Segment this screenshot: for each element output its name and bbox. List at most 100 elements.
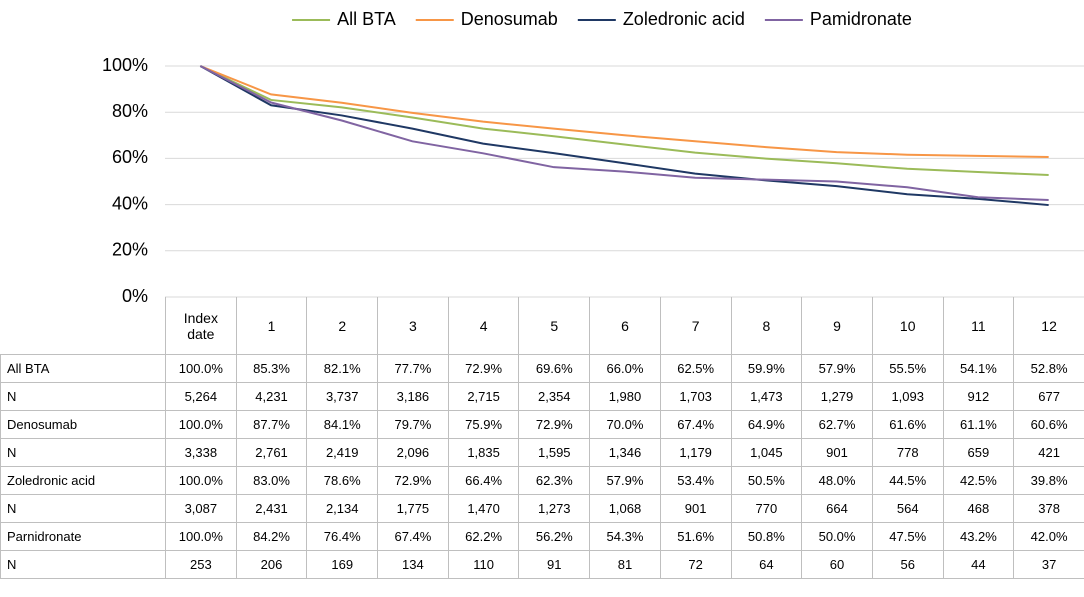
header-cell: 4 [447,297,520,355]
category-label: Index date [183,309,218,342]
category-label: 2 [338,317,347,334]
n-cell: 5,264 [165,382,237,411]
value-cell: 70.0% [589,410,661,439]
row-label: All BTA [0,354,166,383]
row-label: N [0,438,166,467]
series-line [199,65,1049,177]
value-cell: 47.5% [871,522,944,551]
value-cell: 50.0% [801,522,873,551]
header-cell: 11 [942,297,1015,355]
value-cell: 52.8% [1013,354,1084,383]
header-cell: 10 [871,297,944,355]
n-cell: 1,470 [447,494,520,523]
legend-label: Denosumab [461,9,558,29]
n-cell: 81 [589,550,661,579]
category-label: 11 [971,317,986,334]
n-cell: 1,273 [518,494,591,523]
n-cell: 1,703 [659,382,732,411]
n-cell: 3,186 [377,382,449,411]
value-cell: 57.9% [589,466,661,495]
value-cell: 87.7% [235,410,308,439]
value-cell: 72.9% [377,466,449,495]
n-cell: 37 [1013,550,1084,579]
series-line [199,65,1049,201]
n-cell: 91 [518,550,591,579]
value-cell: 53.4% [659,466,732,495]
legend-label: Pamidronate [810,9,912,29]
header-cell: 6 [589,297,661,355]
value-row: Denosumab 100.0% 87.7% 84.1% 79.7% 75.9% 72.9%… [0,410,1084,439]
y-tick-label: 20% [112,240,148,260]
n-row: N 3,338 2,761 2,419 2,096 1,835 1,595 1,346 1,17… [0,438,1084,467]
value-row: Zoledronic acid 100.0% 83.0% 78.6% 72.9% 66.4… [0,466,1084,495]
category-label: 1 [267,317,276,334]
value-cell: 43.2% [942,522,1015,551]
value-cell: 56.2% [518,522,591,551]
value-row: Parnidronate 100.0% 84.2% 76.4% 67.4% 62.2% 56… [0,522,1084,551]
n-cell: 1,775 [377,494,449,523]
value-cell: 100.0% [165,354,237,383]
value-cell: 57.9% [801,354,873,383]
n-cell: 1,045 [730,438,803,467]
n-cell: 677 [1013,382,1084,411]
legend-label: All BTA [337,9,396,29]
value-cell: 51.6% [659,522,732,551]
n-cell: 3,087 [165,494,237,523]
value-cell: 61.6% [871,410,944,439]
legend-label: Zoledronic acid [623,9,745,29]
value-cell: 62.5% [659,354,732,383]
value-cell: 69.6% [518,354,591,383]
value-cell: 66.4% [447,466,520,495]
value-cell: 72.9% [447,354,520,383]
header-cell: 5 [518,297,591,355]
y-tick-label: 80% [112,101,148,121]
value-cell: 66.0% [589,354,661,383]
category-label: 4 [479,317,488,334]
value-cell: 42.0% [1013,522,1084,551]
value-cell: 84.2% [235,522,308,551]
category-label: 6 [621,317,629,334]
n-cell: 56 [871,550,944,579]
category-label: 8 [762,317,771,334]
y-tick-label: 60% [112,147,148,167]
category-label: 12 [1041,317,1057,334]
category-label: 9 [833,317,841,334]
value-cell: 62.2% [447,522,520,551]
value-cell: 67.4% [377,522,449,551]
n-cell: 64 [730,550,803,579]
n-cell: 664 [801,494,873,523]
value-cell: 67.4% [659,410,732,439]
value-cell: 85.3% [235,354,308,383]
value-cell: 42.5% [942,466,1015,495]
header-cell: 1 [235,297,308,355]
n-cell: 2,354 [518,382,591,411]
n-cell: 770 [730,494,803,523]
series-line [199,65,1049,207]
value-cell: 72.9% [518,410,591,439]
value-cell: 50.5% [730,466,803,495]
row-label: N [0,550,166,579]
header-row: Index date 1 2 3 4 5 6 7 8 9 10 11 12 [0,297,1084,355]
data-table: Index date 1 2 3 4 5 6 7 8 9 10 11 12 All BTA 100.0% 85… [0,297,1084,579]
n-cell: 3,338 [165,438,237,467]
row-label: Zoledronic acid [0,466,166,495]
category-label: 5 [550,317,559,334]
value-cell: 50.8% [730,522,803,551]
value-cell: 79.7% [377,410,449,439]
n-cell: 2,431 [235,494,308,523]
value-cell: 61.1% [942,410,1015,439]
n-cell: 1,835 [447,438,520,467]
header-cell: 8 [730,297,803,355]
value-cell: 75.9% [447,410,520,439]
row-label: Parnidronate [0,522,166,551]
value-cell: 48.0% [801,466,873,495]
row-label: N [0,382,166,411]
category-label: 10 [899,317,916,334]
value-row: All BTA 100.0% 85.3% 82.1% 77.7% 72.9% 69.6% 66… [0,354,1084,383]
n-cell: 60 [801,550,873,579]
n-cell: 2,715 [447,382,520,411]
n-cell: 1,068 [589,494,661,523]
n-cell: 659 [942,438,1015,467]
header-cell: 9 [801,297,873,355]
